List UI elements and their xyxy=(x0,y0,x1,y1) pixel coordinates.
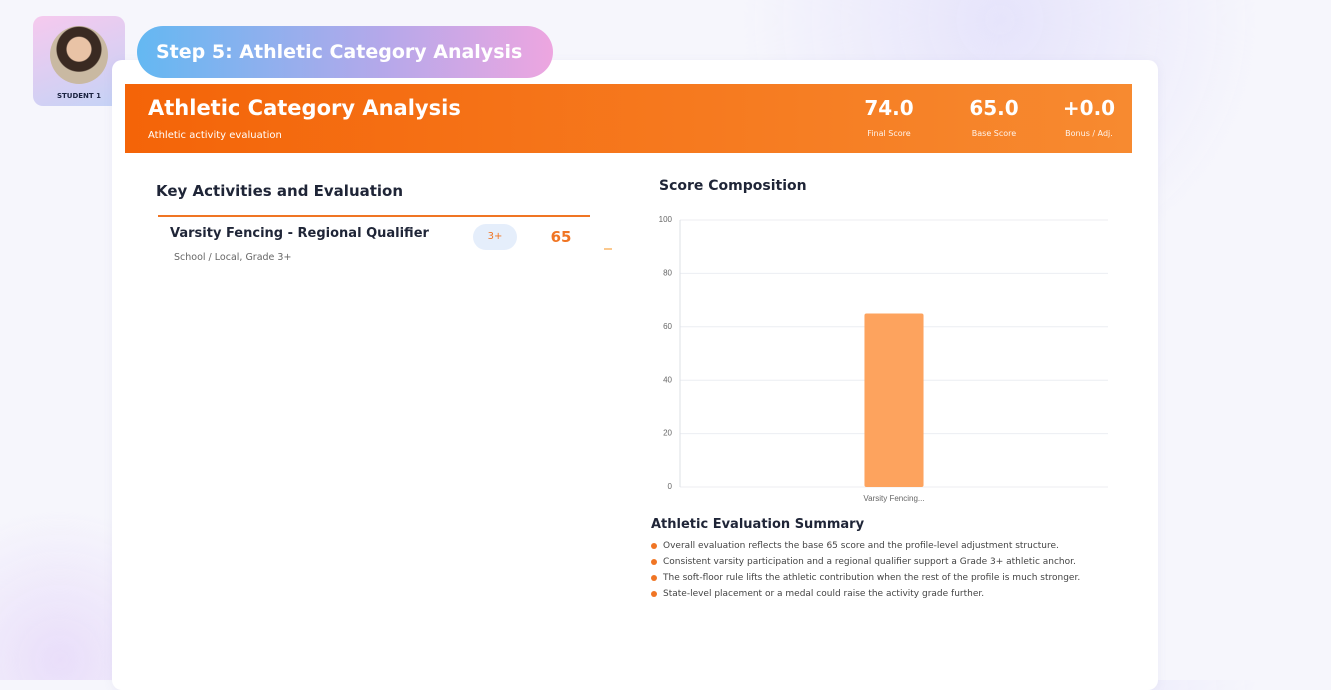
bar xyxy=(864,313,924,487)
y-tick-label: 100 xyxy=(659,215,673,224)
stat-label: Bonus / Adj. xyxy=(1065,129,1113,138)
stat-value: +0.0 xyxy=(1062,96,1116,120)
student-card[interactable]: STUDENT 1 xyxy=(33,16,125,106)
y-tick-label: 40 xyxy=(663,375,672,384)
stat: 74.0 Final Score xyxy=(844,96,934,138)
step-title: Step 5: Athletic Category Analysis xyxy=(137,26,553,78)
avatar xyxy=(50,26,108,84)
y-tick-label: 80 xyxy=(663,269,672,278)
activity-detail: School / Local, Grade 3+ xyxy=(174,252,292,263)
divider xyxy=(158,215,590,217)
content-card xyxy=(112,60,1158,690)
header-subtitle: Athletic activity evaluation xyxy=(148,130,282,141)
summary-item: Overall evaluation reflects the base 65 … xyxy=(651,541,1059,551)
y-tick-label: 20 xyxy=(663,429,672,438)
y-tick-label: 0 xyxy=(668,482,673,491)
stat: 65.0 Base Score xyxy=(949,96,1039,138)
stat-value: 65.0 xyxy=(969,96,1019,120)
summary-title: Athletic Evaluation Summary xyxy=(651,517,865,532)
section-title: Key Activities and Evaluation xyxy=(156,182,404,200)
stat-label: Final Score xyxy=(867,129,911,138)
summary-item: Consistent varsity participation and a r… xyxy=(651,557,1076,567)
grade-pill: 3+ xyxy=(473,224,517,250)
stat-value: 74.0 xyxy=(864,96,914,120)
activity-score: 65 xyxy=(550,228,572,246)
summary-item: The soft-floor rule lifts the athletic c… xyxy=(651,573,1080,583)
summary-item: State-level placement or a medal could r… xyxy=(651,589,984,599)
stat-label: Base Score xyxy=(971,129,1017,138)
chart-title: Score Composition xyxy=(659,178,807,194)
stat: +0.0 Bonus / Adj. xyxy=(1044,96,1134,138)
header-band: Athletic Category Analysis Athletic acti… xyxy=(125,84,1132,153)
student-label: STUDENT 1 xyxy=(56,92,102,100)
header-title: Athletic Category Analysis xyxy=(148,96,461,120)
activity-name: Varsity Fencing - Regional Qualifier xyxy=(170,226,429,241)
y-tick-label: 60 xyxy=(663,322,672,331)
x-tick-label: Varsity Fencing... xyxy=(863,494,924,503)
score-bar xyxy=(604,248,612,250)
chart: 0 20 40 60 80 100 Varsity Fencing... xyxy=(659,215,1108,503)
